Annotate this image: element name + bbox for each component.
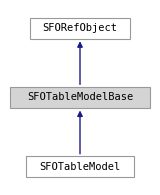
Bar — [10, 87, 150, 108]
Bar — [30, 18, 130, 38]
Text: SFOTableModel: SFOTableModel — [39, 162, 121, 172]
Text: SFORefObject: SFORefObject — [43, 23, 117, 33]
Bar — [26, 156, 134, 177]
Text: SFOTableModelBase: SFOTableModelBase — [27, 92, 133, 103]
